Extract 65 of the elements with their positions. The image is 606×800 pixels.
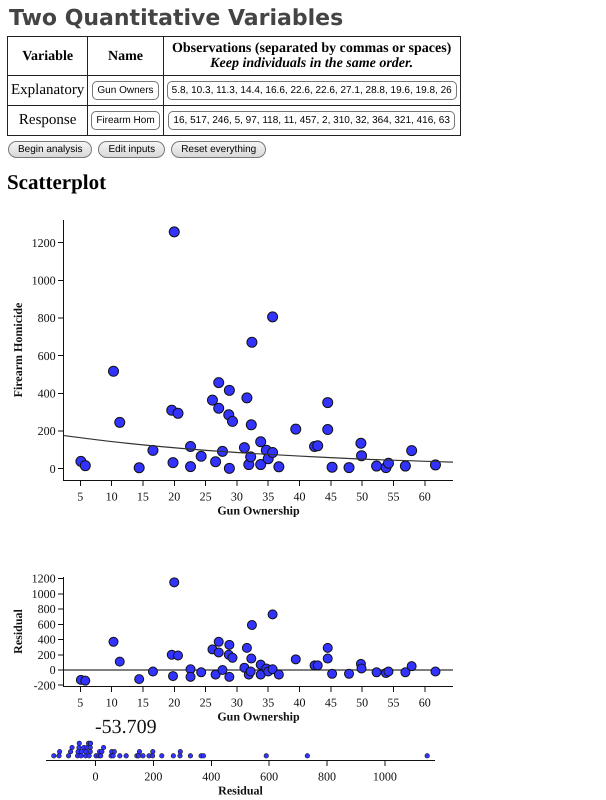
text: Response [8, 106, 88, 136]
text: 5.8, 10.3, 11.3, 14.4, 16.6, 22.6, 22.6, 27.1, 28.8, 19.6, 19.8, 26 [166, 81, 457, 100]
y-tick-label: 800 [38, 602, 56, 616]
text: Name [88, 36, 164, 76]
x-tick-label: 800 [318, 769, 336, 784]
y-axis-title: Firearm Homicide [10, 302, 25, 398]
text: Begin analysis [8, 141, 92, 158]
text: Reset everything [171, 141, 266, 158]
x-tick-label: 40 [294, 695, 306, 710]
x-tick-label: 5 [77, 489, 84, 504]
x-tick-label: 20 [168, 695, 180, 710]
x-tick-label: 30 [230, 695, 243, 710]
text: Explanatory [8, 76, 88, 106]
x-tick-label: 45 [324, 695, 337, 710]
x-tick-label: 15 [136, 695, 149, 710]
x-tick-label: 20 [168, 489, 180, 504]
x-tick-label: 55 [387, 489, 400, 504]
x-tick-label: 5 [77, 695, 84, 710]
chart-title: Scatterplot [7, 170, 106, 195]
x-tick-label: 25 [200, 489, 212, 504]
y-tick-label: 1200 [32, 572, 56, 586]
x-tick-label: 1000 [372, 769, 397, 784]
y-tick-label: 200 [38, 424, 56, 438]
y-tick-label: 600 [38, 617, 56, 632]
text: Two Quantitative Variables [9, 6, 344, 31]
x-tick-label: 25 [200, 695, 212, 710]
x-tick-label: 400 [202, 769, 220, 784]
y-tick-label: 1000 [32, 273, 56, 288]
x-axis-title: Gun Ownership [217, 503, 300, 518]
y-tick-label: 0 [50, 663, 56, 678]
x-tick-label: 15 [136, 489, 149, 504]
x-tick-label: 0 [92, 769, 98, 784]
y-tick-label: 1200 [32, 236, 56, 250]
x-tick-label: 60 [418, 695, 431, 710]
x-tick-label: 35 [262, 695, 274, 710]
text: Edit inputs [98, 141, 166, 158]
x-tick-label: 600 [260, 769, 278, 784]
x-tick-label: 50 [356, 489, 368, 504]
text: Keep individuals in the same order. [210, 56, 414, 71]
y-axis-title: Residual [10, 608, 25, 654]
y-tick-label: 600 [38, 348, 56, 363]
y-tick-label: 800 [38, 311, 56, 326]
y-tick-label: 200 [38, 648, 56, 662]
text: 16, 517, 246, 5, 97, 118, 11, 457, 2, 310, 32, 364, 321, 416, 63 [168, 111, 455, 130]
y-tick-label: -200 [34, 678, 56, 692]
y-tick-label: 0 [50, 462, 56, 476]
x-axis-title: Residual [218, 783, 264, 798]
x-tick-label: 50 [356, 695, 368, 710]
x-tick-label: 45 [324, 489, 337, 504]
text: Firearm Hom [91, 111, 160, 130]
y-tick-label: 400 [38, 632, 56, 647]
x-tick-label: 55 [387, 695, 400, 710]
text: -53.709 [95, 716, 157, 738]
y-tick-label: 1000 [32, 586, 56, 601]
x-tick-label: 10 [106, 695, 118, 710]
x-tick-label: 30 [230, 489, 243, 504]
y-tick-label: 400 [38, 386, 56, 401]
x-axis-title: Gun Ownership [217, 709, 300, 724]
x-tick-label: 60 [418, 489, 431, 504]
x-tick-label: 40 [294, 489, 306, 504]
text: Gun Owners [92, 81, 159, 100]
x-tick-label: 200 [144, 769, 162, 784]
text: Variable [8, 36, 88, 76]
x-tick-label: 35 [262, 489, 274, 504]
x-tick-label: 10 [106, 489, 118, 504]
